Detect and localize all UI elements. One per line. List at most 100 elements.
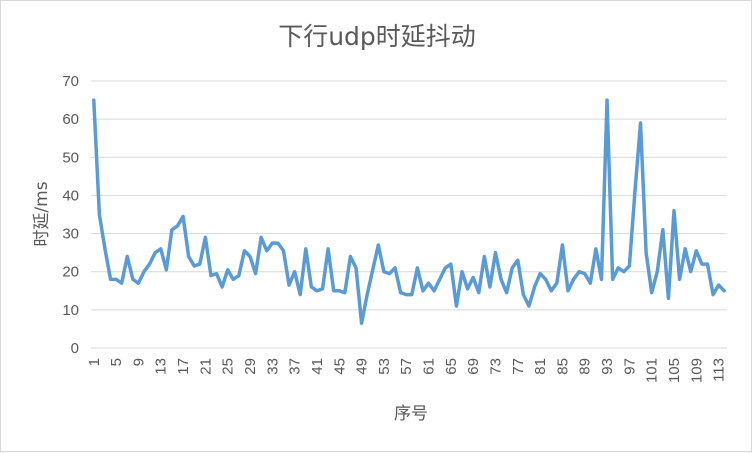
data-point <box>171 229 173 231</box>
data-point <box>360 322 363 324</box>
data-point <box>321 288 324 290</box>
data-point <box>394 267 396 269</box>
gridlines <box>91 80 727 349</box>
data-point <box>349 255 352 258</box>
data-point <box>617 267 619 269</box>
x-tick-label: 81 <box>532 358 549 375</box>
y-tick-label: 60 <box>62 111 79 128</box>
data-point <box>160 248 162 250</box>
data-point <box>121 282 123 284</box>
x-axis-title: 序号 <box>394 404 428 424</box>
data-point <box>673 210 675 212</box>
x-tick-label: 85 <box>554 358 571 375</box>
x-tick-label: 97 <box>621 358 638 375</box>
data-point <box>662 229 664 231</box>
data-point <box>522 294 524 296</box>
x-tick-label: 9 <box>130 358 147 366</box>
data-point <box>517 259 519 261</box>
data-point <box>656 271 658 273</box>
x-tick-label: 37 <box>287 358 304 375</box>
data-point <box>221 286 223 288</box>
x-tick-label: 25 <box>220 358 237 375</box>
data-point <box>204 236 206 238</box>
data-point <box>634 191 636 193</box>
x-tick-label: 1 <box>86 358 103 366</box>
data-point <box>305 248 307 250</box>
data-point <box>483 255 485 258</box>
data-point <box>215 273 218 275</box>
data-point <box>98 213 100 216</box>
data-point <box>678 278 681 280</box>
data-point <box>377 244 379 246</box>
data-point <box>210 274 212 277</box>
data-point <box>701 263 703 265</box>
data-point <box>333 290 335 292</box>
data-point <box>109 278 112 280</box>
data-point <box>243 250 246 252</box>
data-point <box>595 248 597 250</box>
data-point <box>450 263 452 265</box>
plot-series <box>92 98 726 325</box>
data-point <box>478 292 480 294</box>
data-point <box>439 278 441 280</box>
data-point <box>422 290 424 292</box>
data-point <box>556 282 558 284</box>
data-point <box>472 276 474 279</box>
data-point <box>271 242 273 244</box>
data-point <box>533 286 536 288</box>
data-point <box>115 278 117 280</box>
data-point <box>165 269 167 271</box>
data-point <box>338 290 340 292</box>
data-point <box>506 292 508 294</box>
x-tick-label: 45 <box>331 358 348 375</box>
x-tick-label: 61 <box>421 358 438 375</box>
y-tick-label: 10 <box>62 302 79 319</box>
data-point <box>584 273 586 275</box>
data-point <box>690 271 692 273</box>
data-point <box>383 271 385 273</box>
x-tick-label: 13 <box>153 358 170 375</box>
data-point <box>684 248 686 250</box>
data-point <box>528 305 530 307</box>
series-line <box>92 98 726 325</box>
y-tick-label: 0 <box>71 340 79 357</box>
x-tick-label: 77 <box>510 358 527 375</box>
data-point <box>494 252 497 254</box>
data-point <box>405 294 407 296</box>
chart-title: 下行udp时延抖动 <box>278 22 476 51</box>
x-tick-label: 113 <box>711 358 728 382</box>
data-point <box>316 290 318 292</box>
data-point <box>695 250 697 252</box>
x-tick-label: 109 <box>688 358 705 383</box>
data-point <box>93 99 95 101</box>
data-point <box>589 282 591 284</box>
data-point <box>545 278 547 280</box>
data-point <box>444 267 446 269</box>
data-point <box>388 273 391 275</box>
y-axis-title: 时延/ms <box>32 181 52 246</box>
x-tick-label: 53 <box>376 358 393 375</box>
data-point <box>400 292 402 294</box>
data-point <box>712 294 714 296</box>
data-point <box>511 267 513 269</box>
data-point <box>416 267 418 269</box>
data-point <box>606 99 608 101</box>
x-tick-label: 29 <box>242 358 259 375</box>
data-point <box>372 269 374 271</box>
data-point <box>288 284 290 286</box>
y-tick-label: 20 <box>62 264 79 281</box>
data-point <box>639 122 642 124</box>
data-point <box>227 269 229 271</box>
data-point <box>567 290 569 292</box>
x-tick-label: 69 <box>465 358 482 375</box>
data-point <box>366 294 368 296</box>
data-point <box>355 267 357 269</box>
data-point <box>651 292 653 294</box>
y-tick-label: 50 <box>62 149 79 166</box>
data-point <box>260 236 262 238</box>
y-tick-label: 30 <box>62 226 79 243</box>
data-point <box>600 278 603 280</box>
data-point <box>500 278 502 280</box>
